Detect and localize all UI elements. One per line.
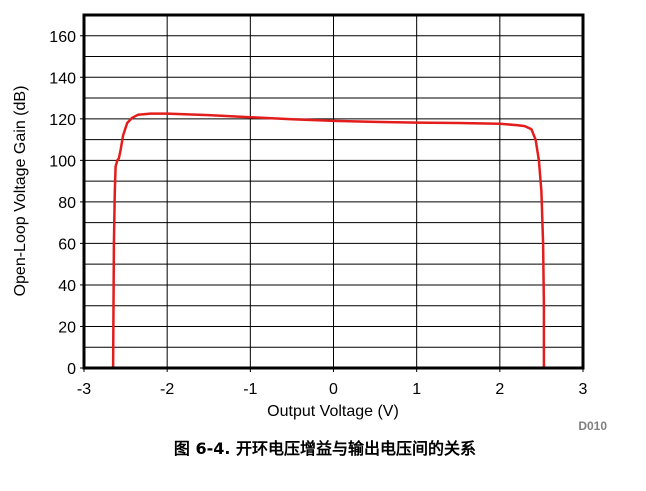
- y-axis-label: Open-Loop Voltage Gain (dB): [12, 86, 29, 297]
- y-tick-label: 160: [49, 29, 76, 46]
- x-tick-label: -1: [243, 381, 257, 398]
- y-tick-label: 60: [58, 236, 76, 253]
- x-tick-label: -3: [77, 381, 91, 398]
- y-tick-label: 40: [58, 278, 76, 295]
- x-tick-label: 1: [412, 381, 421, 398]
- plot-frame: [82, 13, 585, 370]
- x-tick-label: -2: [160, 381, 174, 398]
- x-tick-label: 0: [329, 381, 338, 398]
- figure-caption: 图 6-4. 开环电压增益与输出电压间的关系: [174, 439, 476, 458]
- series-layer: [111, 112, 546, 370]
- y-tick-label: 100: [49, 153, 76, 170]
- y-tick-label: 20: [58, 319, 76, 336]
- y-tick-label: 140: [49, 70, 76, 87]
- grid-lines: [84, 15, 583, 368]
- x-tick-label: 3: [579, 381, 588, 398]
- y-tick-label: 80: [58, 195, 76, 212]
- x-axis-label: Output Voltage (V): [267, 403, 399, 420]
- y-tick-label: 120: [49, 112, 76, 129]
- tick-labels: 0 20 40 60 80 100 120 140 160 -3 -2 -1 0 1 2 3: [49, 29, 587, 398]
- x-tick-label: 2: [495, 381, 504, 398]
- y-tick-label: 0: [67, 361, 76, 378]
- gain-curve-line: [111, 112, 546, 370]
- figure-code-label: D010: [578, 419, 607, 433]
